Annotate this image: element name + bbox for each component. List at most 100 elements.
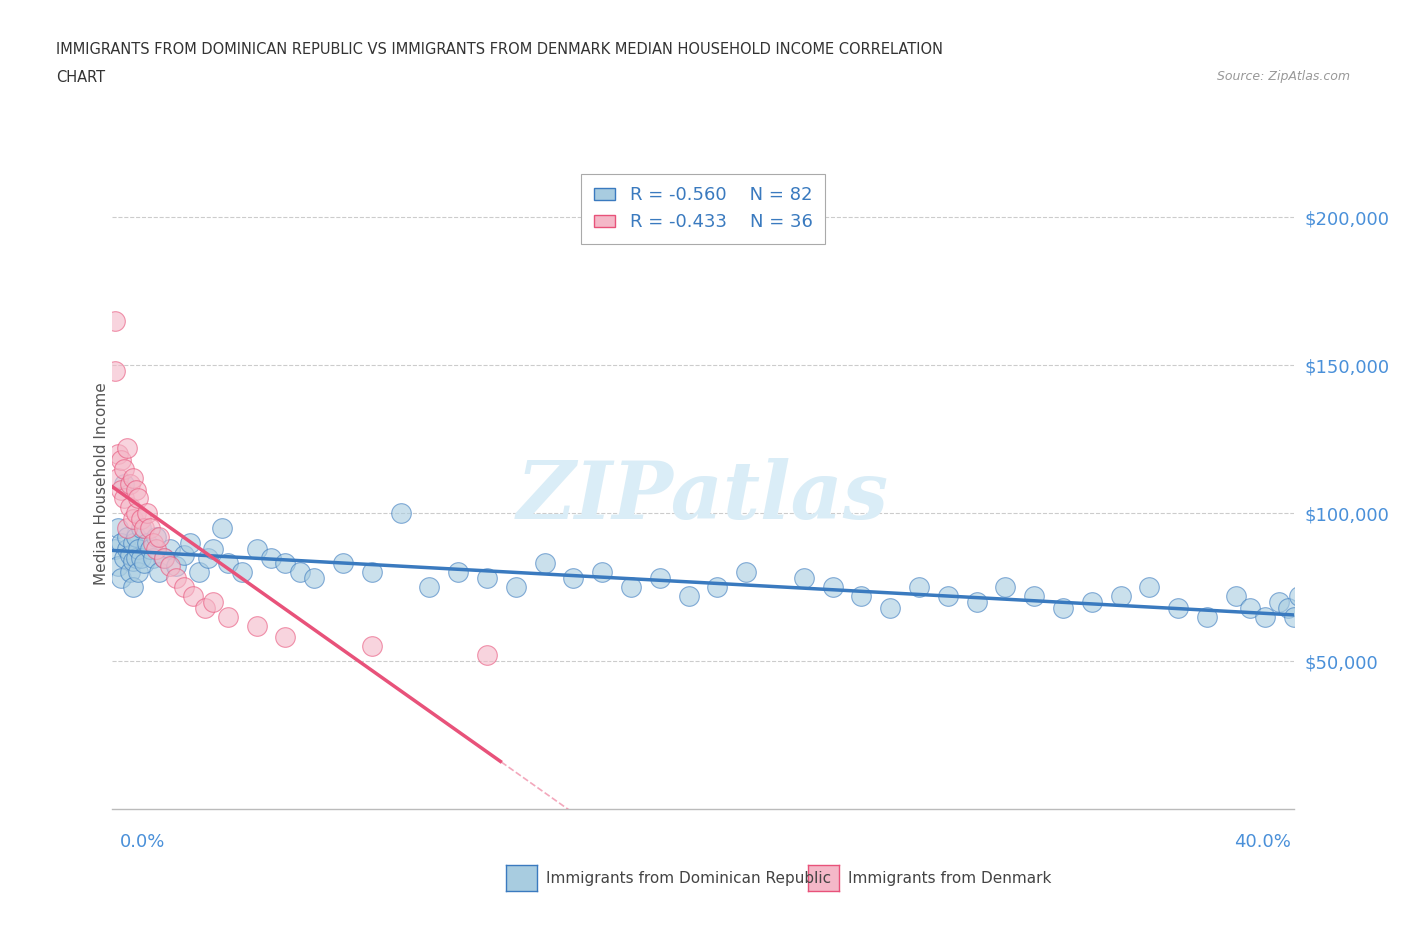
Point <box>110 453 132 468</box>
Point <box>1268 594 1291 609</box>
Point <box>1310 669 1333 684</box>
Y-axis label: Median Household Income: Median Household Income <box>94 382 108 585</box>
Point <box>678 589 700 604</box>
Text: CHART: CHART <box>56 70 105 85</box>
Point <box>118 547 141 562</box>
Point <box>217 609 239 624</box>
Point <box>302 571 325 586</box>
Text: 0.0%: 0.0% <box>120 832 165 851</box>
Point <box>1282 609 1305 624</box>
Point <box>245 618 267 633</box>
Point <box>475 648 498 663</box>
Point <box>1296 618 1319 633</box>
Point <box>148 565 170 579</box>
Point <box>153 551 176 565</box>
Text: ZIPatlas: ZIPatlas <box>517 458 889 536</box>
Point <box>139 541 162 556</box>
Point <box>360 639 382 654</box>
Point <box>908 579 931 594</box>
Point <box>104 313 127 328</box>
Point <box>447 565 470 579</box>
Point <box>165 559 187 574</box>
Point <box>121 471 143 485</box>
Point <box>124 482 146 497</box>
Point <box>173 547 195 562</box>
Point <box>194 601 217 616</box>
Point <box>104 541 127 556</box>
Point <box>145 541 167 556</box>
Point <box>274 556 297 571</box>
Point <box>118 499 141 514</box>
Point <box>389 506 412 521</box>
Point <box>1081 594 1104 609</box>
Point <box>136 536 159 551</box>
Point <box>1024 589 1046 604</box>
Point <box>121 536 143 551</box>
Point <box>115 541 138 556</box>
Point <box>112 491 135 506</box>
Point <box>1277 601 1299 616</box>
Point <box>181 589 204 604</box>
Point <box>1288 589 1310 604</box>
Point <box>110 536 132 551</box>
Text: IMMIGRANTS FROM DOMINICAN REPUBLIC VS IMMIGRANTS FROM DENMARK MEDIAN HOUSEHOLD I: IMMIGRANTS FROM DOMINICAN REPUBLIC VS IM… <box>56 42 943 57</box>
Point <box>124 529 146 544</box>
Point <box>591 565 613 579</box>
Point <box>159 559 181 574</box>
Point <box>620 579 643 594</box>
Point <box>1167 601 1189 616</box>
Point <box>966 594 988 609</box>
Point <box>134 556 156 571</box>
Text: Immigrants from Denmark: Immigrants from Denmark <box>848 871 1052 886</box>
Point <box>1305 609 1327 624</box>
Point <box>1239 601 1261 616</box>
Point <box>110 571 132 586</box>
Point <box>134 521 156 536</box>
Point <box>173 579 195 594</box>
Point <box>793 571 815 586</box>
Point <box>187 565 209 579</box>
Point <box>179 536 201 551</box>
Point <box>648 571 671 586</box>
Point <box>994 579 1017 594</box>
Point <box>148 529 170 544</box>
Point <box>505 579 527 594</box>
Point <box>360 565 382 579</box>
Text: Source: ZipAtlas.com: Source: ZipAtlas.com <box>1216 70 1350 83</box>
Point <box>879 601 901 616</box>
Point <box>165 571 187 586</box>
Point <box>107 471 129 485</box>
Point <box>142 551 165 565</box>
Legend: R = -0.560    N = 82, R = -0.433    N = 36: R = -0.560 N = 82, R = -0.433 N = 36 <box>581 174 825 244</box>
Point <box>159 541 181 556</box>
Point <box>245 541 267 556</box>
Point <box>121 579 143 594</box>
Point <box>533 556 555 571</box>
Point <box>110 482 132 497</box>
Point <box>142 536 165 551</box>
Point <box>115 521 138 536</box>
Point <box>107 446 129 461</box>
Point <box>112 476 135 491</box>
Point <box>124 551 146 565</box>
Point <box>260 551 283 565</box>
Point <box>1052 601 1074 616</box>
Point <box>145 529 167 544</box>
Point <box>1197 609 1219 624</box>
Point <box>1109 589 1132 604</box>
Point <box>231 565 253 579</box>
Point <box>706 579 728 594</box>
Point <box>104 364 127 379</box>
Point <box>197 551 219 565</box>
Point <box>115 441 138 456</box>
Text: 40.0%: 40.0% <box>1234 832 1291 851</box>
Point <box>1225 589 1247 604</box>
Point <box>139 521 162 536</box>
Point <box>202 594 225 609</box>
Point <box>1139 579 1161 594</box>
Point <box>121 512 143 526</box>
Point <box>288 565 311 579</box>
Point <box>821 579 844 594</box>
Point <box>129 551 152 565</box>
Point <box>851 589 873 604</box>
